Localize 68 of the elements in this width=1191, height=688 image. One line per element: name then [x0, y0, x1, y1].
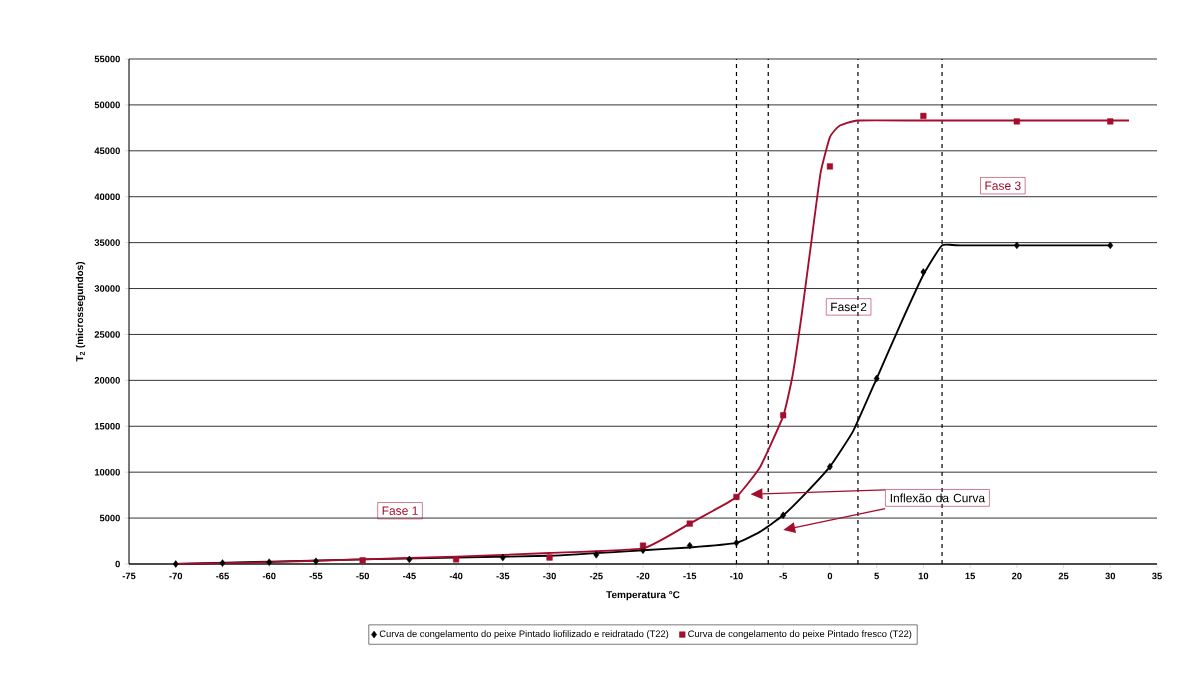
point [733, 539, 740, 547]
point [1107, 241, 1114, 250]
y-tick-label: 50000 [94, 101, 120, 109]
point [406, 555, 413, 564]
x-tick-label: -50 [356, 572, 370, 580]
x-tick-label: 15 [965, 572, 976, 580]
x-tick-label: -15 [683, 572, 697, 580]
y-tick-label: 45000 [94, 147, 120, 155]
y-tick-label: 25000 [94, 331, 120, 338]
x-tick-label: 30 [1105, 572, 1116, 580]
y-tick-label: 20000 [94, 377, 120, 384]
x-tick-label: -30 [543, 572, 556, 580]
x-tick-label: -25 [589, 572, 603, 580]
x-tick-label: -65 [216, 572, 229, 580]
point [780, 412, 787, 419]
x-tick-label: -70 [169, 572, 183, 580]
y-tick-label: 35000 [94, 239, 120, 246]
y-tick-label: 55000 [94, 55, 120, 63]
x-tick-label: -20 [636, 572, 650, 580]
x-tick-label: 35 [1152, 572, 1162, 580]
y-tick-label: 40000 [94, 193, 120, 201]
x-tick-label: -45 [402, 572, 416, 580]
point [920, 268, 927, 276]
point [546, 554, 553, 561]
annotation: Fase 1 [382, 506, 418, 515]
y-tick-label: 10000 [94, 468, 120, 476]
x-axis-title: Temperatura °C [606, 591, 680, 601]
annotation: Fase 2 [831, 302, 867, 312]
point [453, 556, 460, 563]
point [1107, 118, 1114, 125]
point [780, 511, 787, 520]
x-tick-label: -75 [122, 572, 136, 580]
point [873, 374, 880, 383]
point [219, 559, 226, 567]
point [920, 112, 927, 119]
annotation: Inflexão da Curva [890, 493, 986, 503]
x-tick-label: 25 [1058, 572, 1069, 580]
legend-label: Curva de congelamento do peixe Pintado liofilizado e reidratado (T22) [379, 630, 669, 639]
point [266, 558, 273, 566]
point [172, 560, 179, 568]
point [593, 551, 600, 559]
x-tick-label: -35 [496, 572, 510, 580]
x-tick-label: 5 [874, 572, 879, 580]
x-tick-label: -40 [449, 572, 463, 580]
point [639, 542, 647, 549]
point [686, 520, 693, 527]
x-tick-label: -10 [730, 572, 743, 580]
x-tick-label: 0 [827, 572, 833, 580]
x-tick-label: -60 [262, 572, 276, 580]
x-tick-label: -55 [309, 572, 323, 580]
point [1013, 118, 1020, 125]
y-tick-label: 5000 [99, 514, 120, 522]
y-tick-label: 15000 [94, 422, 120, 430]
point [499, 553, 506, 562]
y-tick-label: 30000 [94, 285, 120, 292]
annotation: Fase 3 [985, 181, 1021, 190]
point [733, 493, 740, 501]
y-axis-title: T$_{2}$ (microssegundos) [75, 261, 86, 362]
legend-label: Curva de congelamento do peixe Pintado fresco (T22) [688, 630, 912, 639]
x-tick-label: 10 [918, 572, 929, 580]
point [313, 557, 319, 565]
point [826, 163, 833, 170]
x-tick-label: -5 [779, 572, 788, 580]
point [359, 557, 366, 564]
y-tick-label: 0 [115, 560, 120, 568]
point [1013, 241, 1020, 250]
x-tick-label: 20 [1011, 572, 1022, 580]
point [686, 541, 693, 550]
